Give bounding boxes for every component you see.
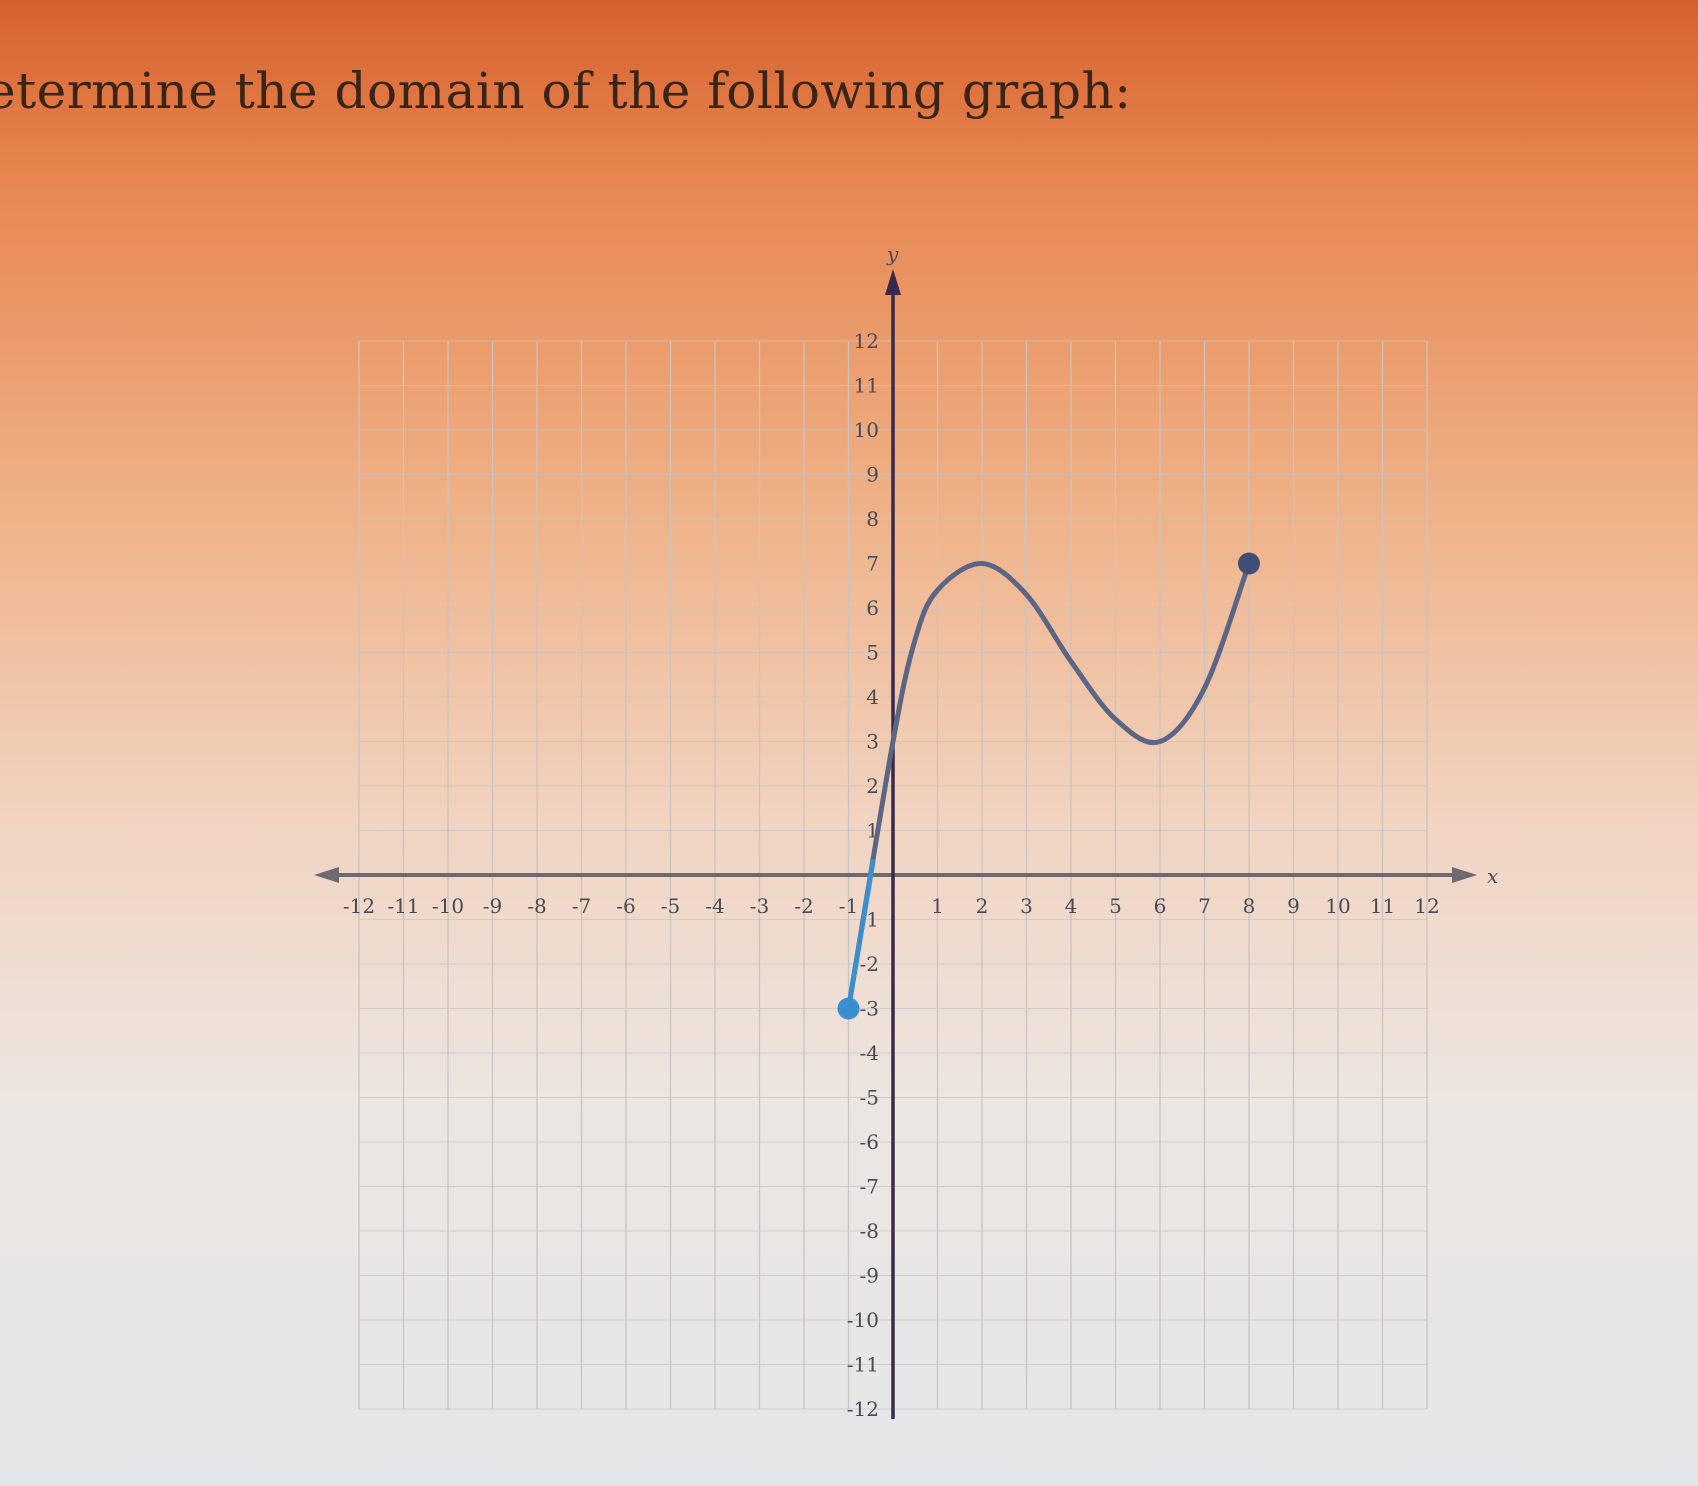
y-tick-label: 10: [854, 418, 879, 442]
y-tick-label: 4: [866, 685, 879, 709]
x-tick-label: -11: [387, 894, 419, 918]
curve-layer: [837, 552, 1260, 1020]
x-axis-label: x: [1487, 864, 1498, 888]
y-tick-label: -5: [860, 1086, 879, 1110]
y-tick-label: 9: [866, 463, 879, 487]
x-tick-label: 5: [1109, 894, 1122, 918]
y-tick-label: 5: [866, 641, 879, 665]
y-tick-label: -10: [847, 1308, 879, 1332]
x-tick-label: -10: [432, 894, 464, 918]
y-tick-label: -4: [860, 1041, 879, 1065]
y-tick-label: -7: [860, 1175, 879, 1199]
tick-labels: -12 -11 -10 -9 -8 -7 -6 -5 -4 -3 -2 -1 1 2 3 4 5 6 7 8 9 10 11…: [343, 329, 1440, 1421]
x-tick-label: 4: [1065, 894, 1078, 918]
y-tick-label: 8: [866, 507, 879, 531]
y-tick-label: 7: [866, 552, 879, 576]
y-axis-arrow: [885, 269, 901, 295]
x-tick-label: -2: [794, 894, 813, 918]
x-tick-label: -5: [661, 894, 680, 918]
x-tick-label: 1: [931, 894, 944, 918]
x-tick-label: -7: [572, 894, 591, 918]
y-tick-label: -6: [860, 1130, 879, 1154]
x-axis-arrow-left: [314, 867, 339, 883]
y-tick-label: 3: [866, 730, 879, 754]
y-tick-label: 2: [866, 774, 879, 798]
y-tick-label: -2: [860, 952, 879, 976]
curve-start-segment: [846, 859, 876, 1011]
y-axis-label: y: [886, 242, 899, 266]
function-curve: [846, 561, 1252, 1011]
x-tick-label: 2: [976, 894, 989, 918]
y-tick-label: -12: [847, 1397, 879, 1421]
y-tick-label: 12: [854, 329, 879, 353]
x-tick-label: 12: [1414, 894, 1439, 918]
x-axis-arrow-right: [1452, 867, 1477, 883]
start-point-closed-dot: [837, 997, 860, 1020]
y-tick-label: -3: [860, 997, 879, 1021]
x-tick-label: -3: [750, 894, 769, 918]
x-tick-label: -4: [705, 894, 724, 918]
x-tick-label: -9: [483, 894, 502, 918]
x-tick-label: 3: [1020, 894, 1033, 918]
x-tick-label: 6: [1154, 894, 1167, 918]
end-point-closed-dot: [1238, 552, 1260, 575]
x-tick-label: 11: [1370, 894, 1395, 918]
y-tick-label: -8: [860, 1219, 879, 1243]
x-tick-label: -1: [839, 894, 858, 918]
y-tick-label: -9: [860, 1264, 879, 1288]
x-tick-label: -6: [616, 894, 635, 918]
x-tick-label: 7: [1198, 894, 1211, 918]
x-tick-label: -12: [343, 894, 375, 918]
axes: [314, 269, 1477, 1419]
x-tick-label: 10: [1325, 894, 1350, 918]
x-tick-label: 9: [1287, 894, 1300, 918]
y-tick-label: 6: [866, 596, 879, 620]
y-tick-label: 11: [854, 374, 879, 398]
x-tick-label: 8: [1243, 894, 1256, 918]
y-tick-label: -11: [847, 1353, 879, 1377]
x-tick-label: -8: [527, 894, 546, 918]
question-text: etermine the domain of the following gra…: [0, 62, 1132, 120]
